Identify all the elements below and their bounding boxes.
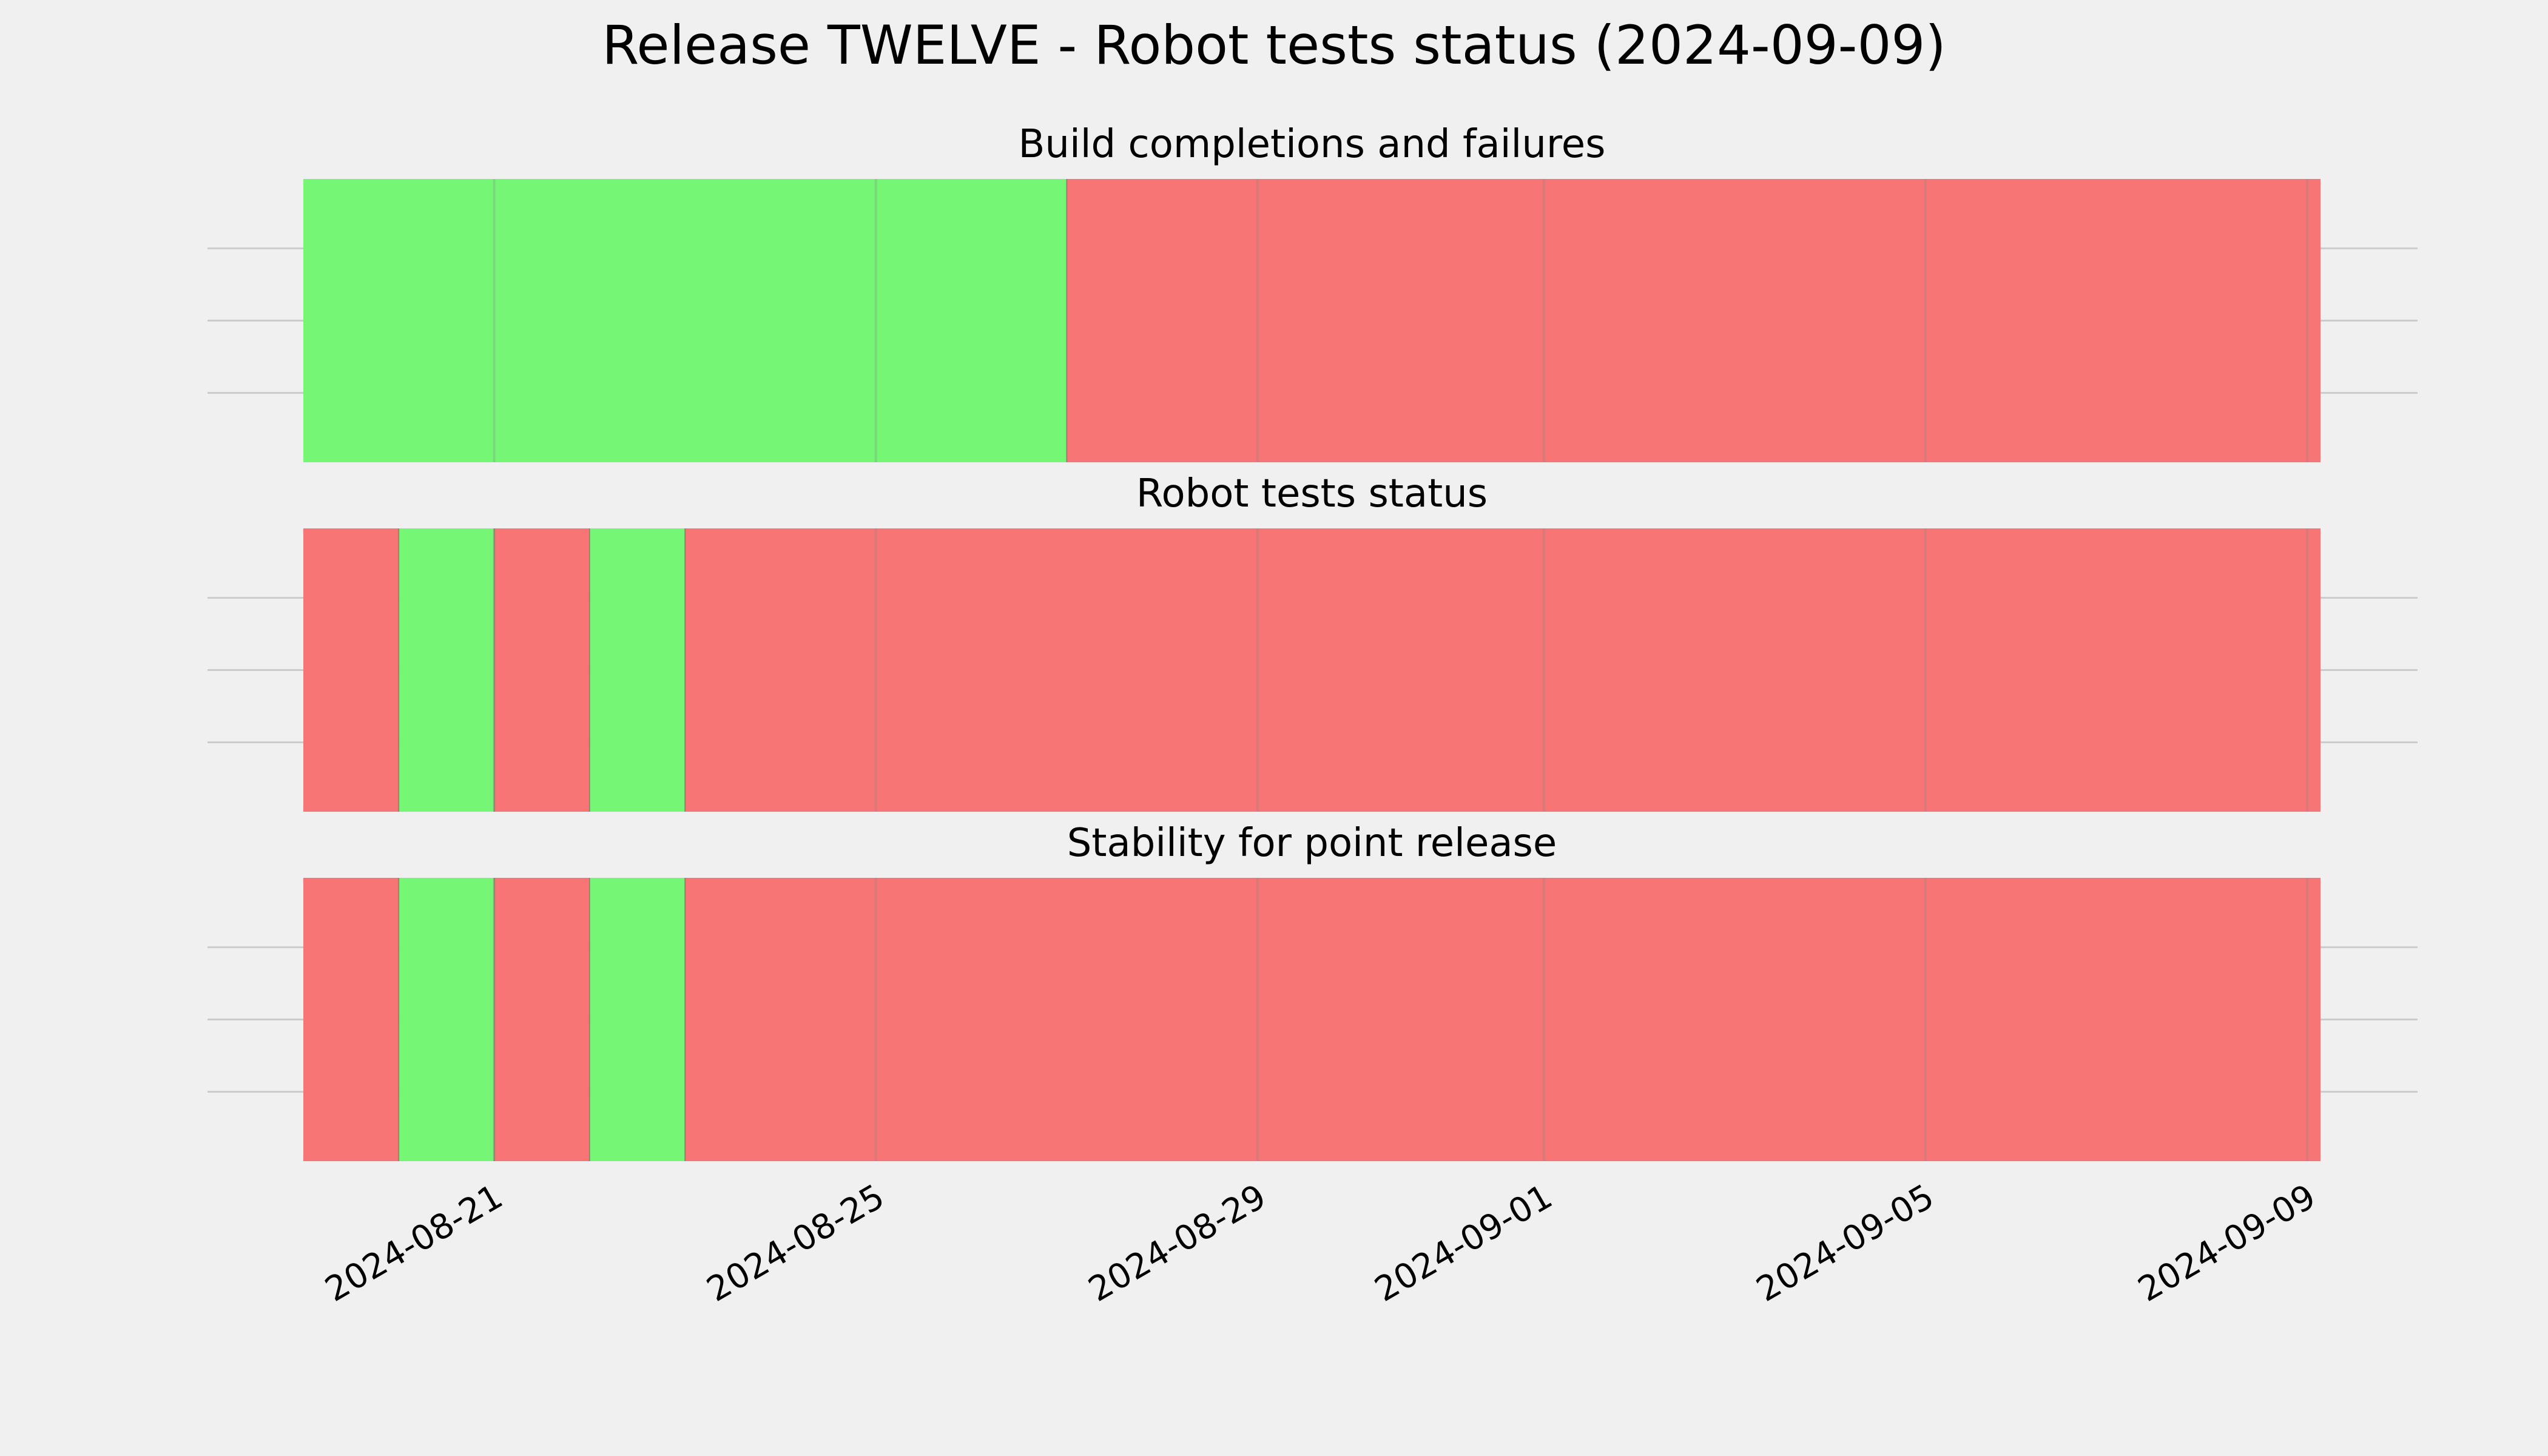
status-segment-fail	[494, 878, 590, 1161]
panel-title: Stability for point release	[1067, 821, 1557, 866]
panel-1: Build completions and failures	[207, 122, 2418, 462]
panel-title: Robot tests status	[1136, 471, 1488, 516]
status-segment-pass	[399, 528, 494, 812]
status-segment-pass	[399, 878, 494, 1161]
panel-2: Robot tests status	[207, 471, 2418, 812]
status-segment-fail	[685, 878, 2320, 1161]
panels-layer: Build completions and failures Robot test…	[207, 122, 2418, 1161]
status-segment-pass	[589, 528, 686, 812]
status-segment-fail	[1067, 179, 2320, 462]
status-segment-pass	[589, 878, 686, 1161]
status-segment-fail	[303, 528, 399, 812]
chart-title: Release TWELVE - Robot tests status (202…	[602, 14, 1946, 76]
status-segment-fail	[685, 528, 2320, 812]
panel-3: Stability for point release	[207, 821, 2418, 1161]
status-segment-fail	[494, 528, 590, 812]
status-segment-fail	[303, 878, 399, 1161]
status-segment-pass	[303, 179, 1067, 462]
panel-title: Build completions and failures	[1019, 122, 1606, 167]
